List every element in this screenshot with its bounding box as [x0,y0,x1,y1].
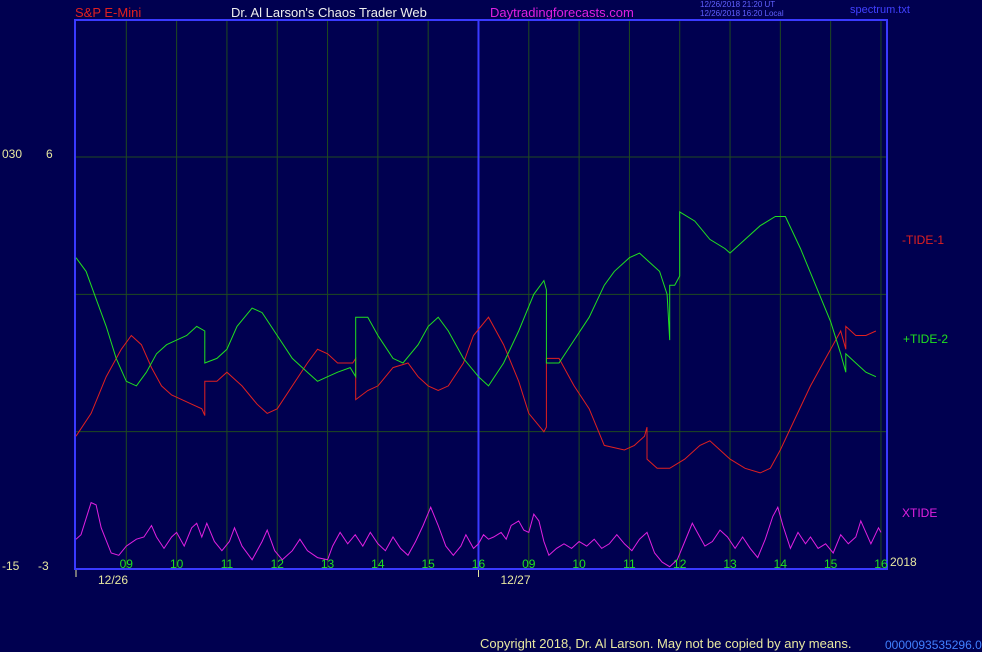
series-line-tide-2 [75,211,877,387]
legend-tide2: +TIDE-2 [903,332,949,346]
site-url[interactable]: Daytradingforecasts.com [490,5,634,20]
series-layer [75,211,882,568]
hour-label-9: 10 [572,557,586,571]
hour-label-8: 09 [522,557,536,571]
hour-label-5: 14 [371,557,385,571]
timestamp-local: 12/26/2018 16:20 Local [700,9,784,18]
y-label-upper-left: 030 [2,147,23,161]
x-axis: 09 10 11 12 13 14 15 16 09 10 11 12 13 14 15 16 12/26 12/… [75,557,888,587]
hour-label-13: 14 [774,557,788,571]
hour-label-2: 11 [221,557,234,571]
hour-label-10: 11 [623,557,636,571]
hour-label-1: 10 [170,557,184,571]
timestamp-ut: 12/26/2018 21:20 UT [700,0,776,9]
grid [75,20,887,569]
trailing-value: 0000093535296.00 [885,638,982,652]
y-label-upper-right: 6 [46,147,53,161]
hour-label-3: 12 [271,557,285,571]
plot-frame [74,19,888,570]
y-label-lower-right: -3 [38,559,49,573]
legend-xtide: XTIDE [902,506,938,520]
hour-label-0: 09 [120,557,134,571]
copyright: Copyright 2018, Dr. Al Larson. May not b… [480,636,852,651]
site-title: Dr. Al Larson's Chaos Trader Web [231,5,427,20]
hour-label-12: 13 [723,557,737,571]
file-name: spectrum.txt [850,4,910,16]
y-label-lower-left: -15 [2,559,20,573]
hour-label-4: 13 [321,557,335,571]
date-label-1: 12/27 [500,573,530,587]
hour-label-14: 15 [824,557,838,571]
hour-label-6: 15 [421,557,435,571]
date-label-0: 12/26 [98,573,128,587]
legend-tide1: -TIDE-1 [902,233,944,247]
hour-label-15: 16 [874,557,888,571]
hour-label-7: 16 [472,557,486,571]
series-line-tide-1 [75,316,877,474]
hour-label-11: 12 [673,557,687,571]
series-line-xtide [75,501,882,568]
instrument-name: S&P E-Mini [75,5,142,20]
year-label: 2018 [890,555,917,569]
